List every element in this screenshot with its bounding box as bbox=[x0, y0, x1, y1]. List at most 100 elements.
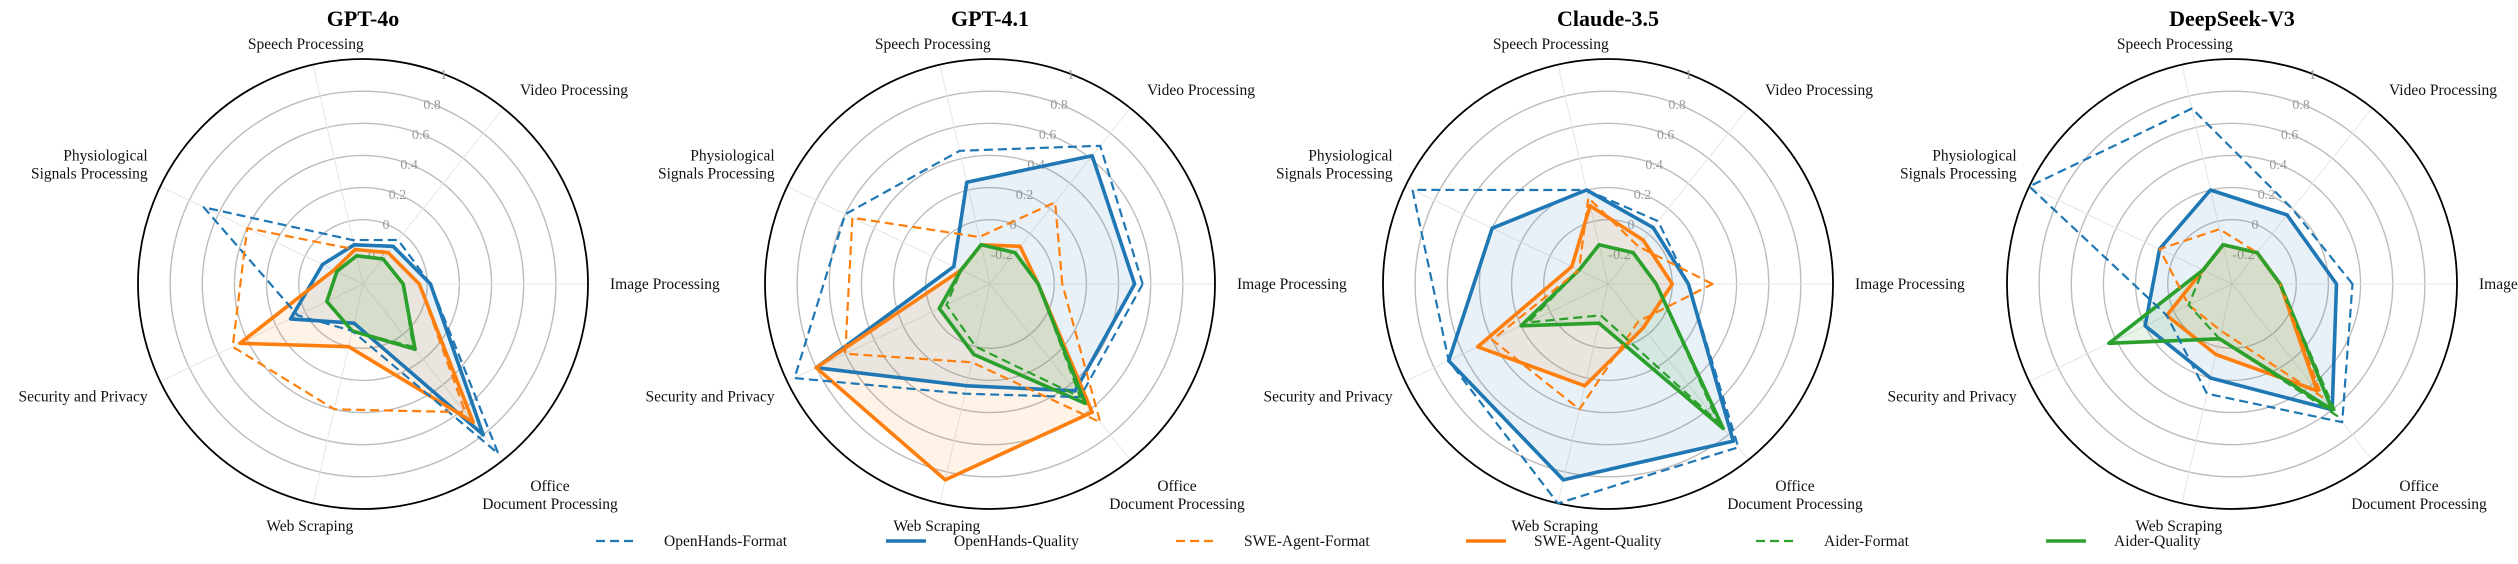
axis-label: Image Processing bbox=[610, 276, 720, 293]
grid-spoke bbox=[312, 64, 364, 285]
series-fill bbox=[816, 244, 1093, 480]
series-fill bbox=[1521, 244, 1724, 429]
radial-tick-label: 0.6 bbox=[1039, 128, 1057, 143]
radial-tick-label: 0 bbox=[383, 218, 390, 233]
legend-label: SWE-Agent-Quality bbox=[1534, 533, 1662, 550]
axis-label: Image Processing bbox=[1855, 276, 1965, 293]
radar-frame bbox=[2006, 58, 2458, 510]
legend-label: SWE-Agent-Format bbox=[1244, 533, 1370, 550]
legend-item: Aider-Format bbox=[1756, 533, 1910, 550]
series-line bbox=[325, 254, 415, 348]
axis-label: Office Document Processing bbox=[1109, 478, 1245, 513]
series-line bbox=[1411, 188, 1740, 505]
series-fill bbox=[939, 244, 1086, 404]
radial-tick-label: 1 bbox=[1067, 68, 1074, 83]
series-line bbox=[2158, 228, 2324, 399]
axis-label: Web Scraping bbox=[2135, 518, 2222, 535]
legend-label: Aider-Quality bbox=[2114, 533, 2201, 550]
radial-tick-label: 0.2 bbox=[1016, 188, 1034, 203]
radial-tick-label: 0 bbox=[1628, 218, 1635, 233]
radial-tick-label: 1 bbox=[2309, 68, 2316, 83]
radial-tick-label: 0.4 bbox=[2269, 158, 2287, 173]
axis-label: Physiological Signals Processing bbox=[1276, 147, 1393, 182]
axis-label: Video Processing bbox=[520, 82, 628, 99]
grid-spoke bbox=[1557, 64, 1609, 285]
grid-spoke bbox=[989, 107, 1131, 285]
radial-tick-label: 0 bbox=[1010, 218, 1017, 233]
axis-label: Office Document Processing bbox=[482, 478, 618, 513]
axis-label: Web Scraping bbox=[893, 518, 980, 535]
axis-label: Security and Privacy bbox=[646, 389, 775, 406]
axis-label: Security and Privacy bbox=[1264, 389, 1393, 406]
series-line bbox=[945, 243, 1082, 399]
grid-spoke bbox=[1607, 283, 1749, 461]
axis-label: Video Processing bbox=[2389, 82, 2497, 99]
chart-legend: OpenHands-Format OpenHands-Quality SWE-Age… bbox=[596, 533, 2201, 550]
series-fill bbox=[239, 249, 474, 423]
grid-spoke bbox=[362, 107, 504, 285]
series-line bbox=[1527, 243, 1720, 424]
grid-spoke bbox=[160, 283, 364, 383]
grid-spoke bbox=[2029, 185, 2233, 285]
radial-tick-label: 0.6 bbox=[1657, 128, 1675, 143]
series-line bbox=[793, 144, 1144, 399]
axis-label: Speech Processing bbox=[2117, 36, 2233, 53]
grid-spoke bbox=[1557, 283, 1609, 504]
grid-spoke bbox=[939, 64, 991, 285]
series-line bbox=[1475, 203, 1675, 388]
axis-label: Image Processing bbox=[1237, 276, 1347, 293]
legend-label: OpenHands-Quality bbox=[954, 533, 1079, 550]
radial-tick-label: 0.4 bbox=[400, 158, 418, 173]
axis-label: Office Document Processing bbox=[2351, 478, 2487, 513]
grid-spoke bbox=[1405, 185, 1609, 285]
grid-spoke bbox=[2231, 107, 2373, 285]
panel-title: GPT-4.1 bbox=[951, 6, 1029, 31]
series-line bbox=[2187, 243, 2339, 417]
axis-label: Office Document Processing bbox=[1727, 478, 1863, 513]
legend-item: SWE-Agent-Quality bbox=[1466, 533, 1662, 550]
radar-frame bbox=[1382, 58, 1834, 510]
series-fill bbox=[2166, 244, 2318, 391]
legend-label: OpenHands-Format bbox=[664, 533, 788, 550]
series-fill bbox=[2108, 244, 2333, 410]
radial-tick-label: 0.8 bbox=[2292, 98, 2310, 113]
grid-spoke bbox=[2029, 283, 2233, 383]
series-fill bbox=[1448, 190, 1734, 480]
legend-item: SWE-Agent-Format bbox=[1176, 533, 1370, 550]
series-fill bbox=[2145, 190, 2337, 410]
series-line bbox=[231, 227, 467, 414]
legend-item: Aider-Quality bbox=[2046, 533, 2201, 550]
radial-tick-label: 0.4 bbox=[1645, 158, 1663, 173]
legend-item: OpenHands-Format bbox=[596, 533, 788, 550]
axis-label: Speech Processing bbox=[248, 36, 364, 53]
series-line bbox=[2143, 188, 2339, 412]
radial-tick-label: 0 bbox=[2252, 218, 2259, 233]
grid-spoke bbox=[787, 185, 991, 285]
axis-label: Physiological Signals Processing bbox=[1900, 147, 2017, 182]
radar-frame bbox=[137, 58, 589, 510]
radial-tick-label: 0.2 bbox=[389, 188, 407, 203]
axis-label: Web Scraping bbox=[266, 518, 353, 535]
radial-tick-label: 0.6 bbox=[412, 128, 430, 143]
radial-tick-label: 0.8 bbox=[423, 98, 441, 113]
radar-frame bbox=[764, 58, 1216, 510]
radial-tick-label: 0.8 bbox=[1668, 98, 1686, 113]
radial-tick-label: 1 bbox=[440, 68, 447, 83]
grid-spoke bbox=[312, 283, 364, 504]
axis-label: Physiological Signals Processing bbox=[31, 147, 148, 182]
axis-label: Physiological Signals Processing bbox=[658, 147, 775, 182]
radial-tick-label: 0.2 bbox=[2258, 188, 2276, 203]
grid-spoke bbox=[2231, 283, 2373, 461]
grid-spoke bbox=[160, 185, 364, 285]
grid-spoke bbox=[1607, 107, 1749, 285]
axis-label: Security and Privacy bbox=[19, 389, 148, 406]
radial-tick-label: 0.6 bbox=[2281, 128, 2299, 143]
panel-title: Claude-3.5 bbox=[1557, 6, 1659, 31]
grid-spoke bbox=[1405, 283, 1609, 383]
axis-label: Image Processing bbox=[2479, 276, 2518, 293]
grid-spoke bbox=[2181, 64, 2233, 285]
series-line bbox=[1446, 188, 1736, 482]
